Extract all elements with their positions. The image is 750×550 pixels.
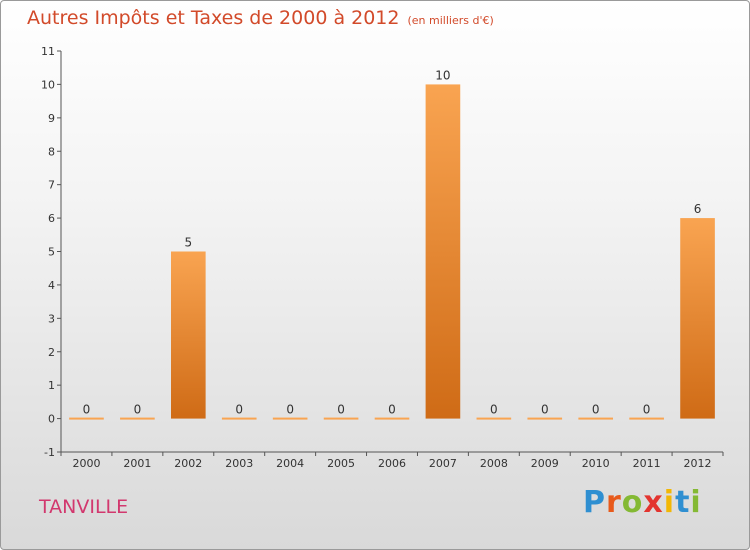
bar	[272, 417, 308, 420]
y-tick-label: 11	[41, 45, 55, 58]
x-tick-label: 2007	[429, 457, 457, 470]
y-tick-label: 1	[48, 379, 55, 392]
bar	[680, 218, 715, 419]
x-tick-label: 2006	[378, 457, 406, 470]
y-tick-label: 9	[48, 112, 55, 125]
y-tick-label: 8	[48, 145, 55, 158]
data-label: 0	[541, 403, 549, 417]
y-tick-label: 10	[41, 78, 55, 91]
x-tick-label: 2011	[633, 457, 661, 470]
data-label: 0	[490, 403, 498, 417]
bar	[578, 417, 614, 420]
x-tick-label: 2001	[123, 457, 151, 470]
y-tick-label: 4	[48, 279, 55, 292]
axes	[57, 50, 724, 456]
bars	[69, 84, 715, 420]
bar	[527, 417, 563, 420]
data-label: 5	[184, 236, 192, 250]
bar	[629, 417, 664, 420]
proxiti-logo: Proxiti	[583, 485, 702, 520]
y-tick-label: 6	[48, 212, 55, 225]
x-tick-label: 2009	[531, 457, 559, 470]
logo-letter: P	[583, 485, 606, 520]
logo-letter: x	[643, 485, 664, 520]
data-label: 0	[83, 403, 91, 417]
x-tick-label: 2008	[480, 457, 508, 470]
logo-letter: i	[663, 485, 676, 520]
x-tick-label: 2003	[225, 457, 253, 470]
data-label: 10	[435, 68, 450, 82]
labels: -1 0 1 2 3 4 5 6 7 8 9 10 11 2000 0 2001 0 2002 5 2003 0 2004…	[41, 45, 712, 470]
bar	[120, 417, 155, 420]
data-label: 0	[286, 403, 294, 417]
logo-letter: i	[690, 485, 702, 520]
x-tick-label: 2005	[327, 457, 355, 470]
y-tick-label: 2	[48, 346, 55, 359]
bar	[476, 417, 512, 420]
x-tick-label: 2002	[174, 457, 202, 470]
chart-title-block: Autres Impôts et Taxes de 2000 à 2012 (en…	[27, 7, 494, 29]
logo-letter: t	[675, 485, 691, 520]
data-label: 0	[388, 403, 396, 417]
chart-title: Autres Impôts et Taxes de 2000 à 2012	[27, 7, 400, 29]
data-label: 0	[337, 403, 345, 417]
bar	[323, 417, 359, 420]
bar	[221, 417, 257, 420]
y-tick-label: 5	[48, 246, 55, 259]
data-label: 0	[134, 403, 142, 417]
x-tick-label: 2000	[72, 457, 100, 470]
logo-letter: o	[621, 485, 644, 520]
y-tick-label: 7	[48, 179, 55, 192]
data-label: 6	[694, 202, 702, 216]
bar	[69, 417, 104, 420]
x-tick-label: 2010	[582, 457, 610, 470]
bar	[170, 251, 206, 419]
y-tick-label: 3	[48, 312, 55, 325]
chart-subtitle: (en milliers d'€)	[407, 14, 494, 27]
y-tick-label: -1	[44, 446, 55, 459]
bar	[425, 84, 461, 419]
x-tick-label: 2012	[684, 457, 712, 470]
data-label: 0	[235, 403, 243, 417]
data-label: 0	[643, 403, 651, 417]
x-tick-label: 2004	[276, 457, 304, 470]
bar	[374, 417, 410, 420]
commune-name: TANVILLE	[39, 496, 129, 518]
data-label: 0	[592, 403, 600, 417]
logo-letter: r	[606, 485, 622, 520]
y-tick-label: 0	[48, 413, 55, 426]
